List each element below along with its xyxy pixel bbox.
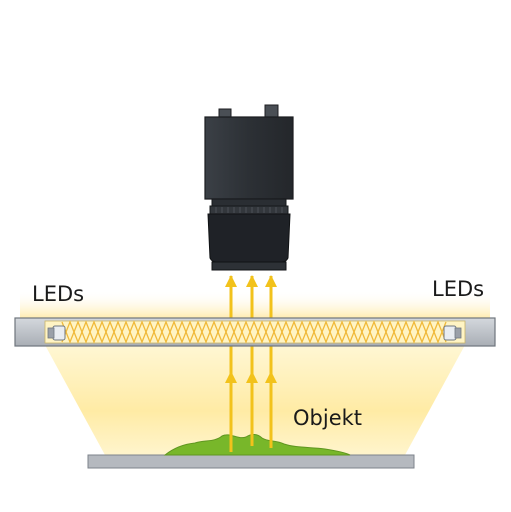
led-bulb-icon (47, 325, 66, 341)
arrow-head (246, 275, 258, 287)
light-cone (45, 345, 465, 455)
upper-glow (20, 290, 490, 320)
led-bar (14, 317, 496, 347)
arrow-head (246, 371, 258, 383)
object-shape (163, 434, 351, 456)
arrow-head (265, 371, 277, 383)
led-bulb-icon (443, 325, 462, 341)
label-object: Objekt (293, 406, 362, 430)
arrow-head (225, 275, 237, 287)
light-beams (225, 275, 277, 452)
label-leds-left: LEDs (32, 282, 84, 306)
camera-icon (204, 104, 294, 271)
arrow-head (225, 371, 237, 383)
label-leds-right: LEDs (432, 277, 484, 301)
lens-grip (215, 207, 283, 213)
base-plate (87, 454, 415, 469)
led-light-pattern (61, 320, 447, 344)
arrow-head (265, 275, 277, 287)
